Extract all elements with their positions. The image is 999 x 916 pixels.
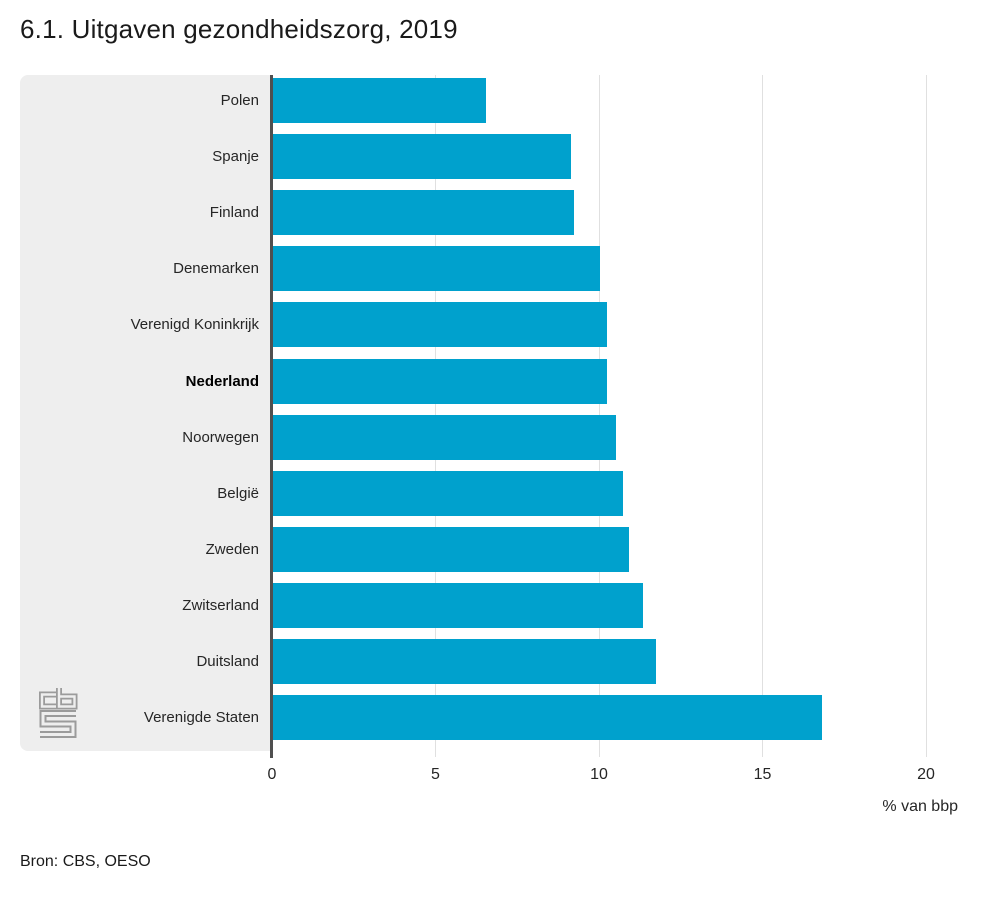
bar-row: Spanje [0,134,999,180]
cbs-logo [39,688,78,738]
category-label: Duitsland [196,653,259,670]
bar-row: Polen [0,78,999,123]
bar-row: Noorwegen [0,414,999,460]
value-bar [273,134,571,180]
bar-row: Nederland [0,358,999,404]
value-bar [273,246,600,292]
x-tick-label: 15 [753,766,772,783]
x-tick-label: 0 [267,766,277,783]
bar-row: Denemarken [0,246,999,292]
gridline [762,75,763,757]
source-note: Bron: CBS, OESO [20,853,151,870]
value-bar [273,582,643,628]
category-label: Spanje [212,148,259,166]
x-tick-label: 5 [431,766,440,783]
category-label: Polen [220,92,259,109]
category-label: Noorwegen [182,428,259,446]
category-label: Verenigde Staten [143,709,259,727]
bar-row: Verenigd Koninkrijk [0,302,999,348]
value-bar [273,639,656,684]
gridline [925,75,927,757]
bar-row: België [0,470,999,516]
value-bar [273,695,823,741]
x-tick-label: 10 [590,766,608,783]
category-label-panel [20,75,271,751]
category-label: Verenigd Koninkrijk [130,316,259,334]
chart-title: 6.1. Uitgaven gezondheidszorg, 2019 [20,14,458,44]
category-label: Zwitserland [182,596,259,614]
bar-row: Zweden [0,526,999,572]
category-label: Denemarken [173,260,259,278]
bar-row: Finland [0,190,999,236]
category-label: België [217,484,259,502]
category-label: Zweden [205,540,259,558]
bar-row: Zwitserland [0,582,999,628]
x-axis-unit-label: % van bbp [882,798,958,815]
bar-row: Duitsland [0,639,999,684]
value-bar [273,358,607,404]
value-bar [273,302,607,348]
value-bar [273,470,623,516]
value-bar [273,526,630,572]
value-bar [273,78,486,123]
value-bar [273,414,617,460]
category-label: Finland [209,204,259,222]
category-label: Nederland [185,372,259,390]
value-bar [273,190,574,236]
x-tick-label: 20 [917,766,935,783]
y-axis-line [270,75,273,758]
bar-row: Verenigde Staten [0,695,999,741]
